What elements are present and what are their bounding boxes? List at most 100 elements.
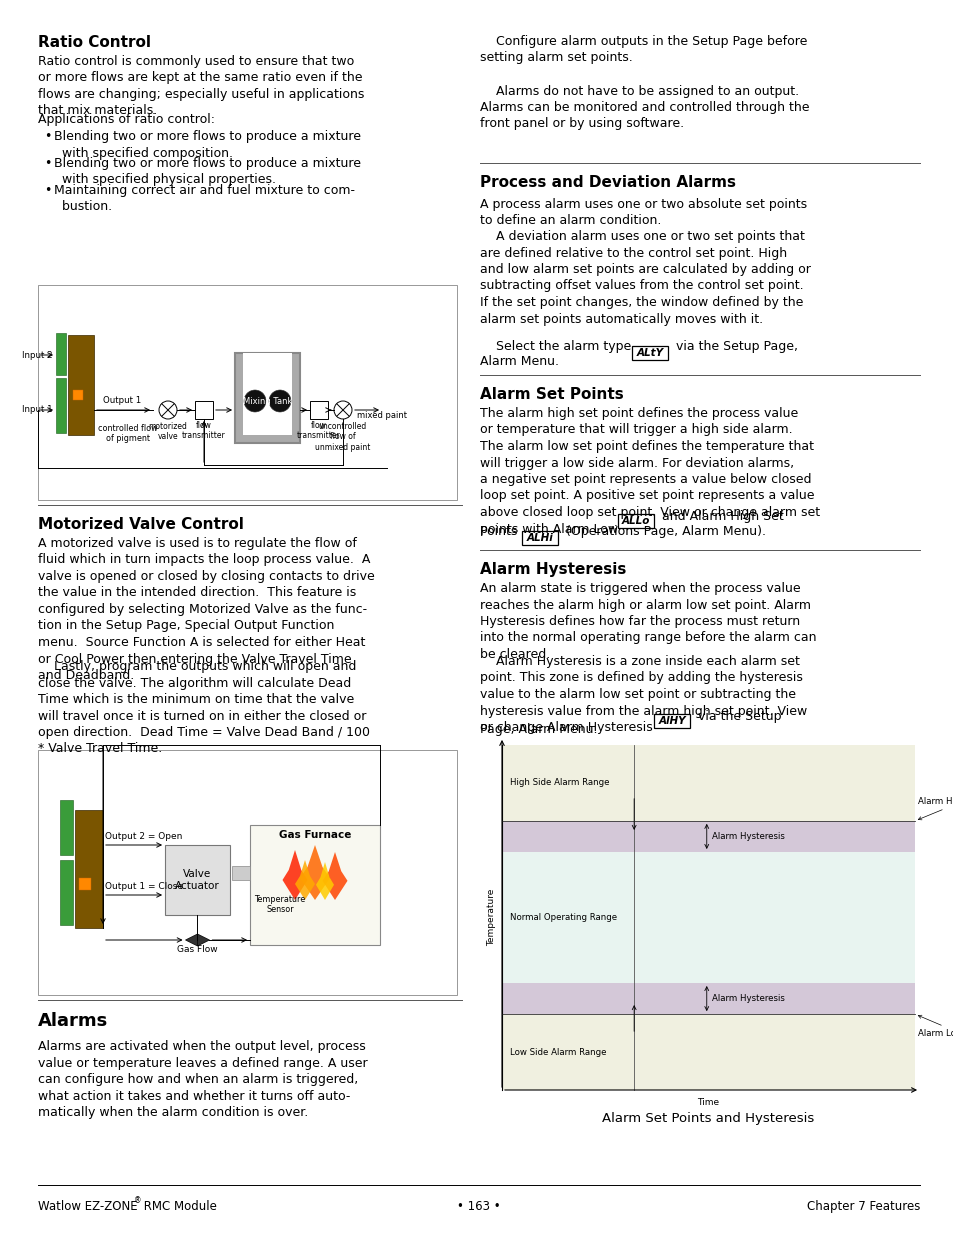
Bar (38, 750, 456, 995)
Text: flow
transmitter: flow transmitter (182, 421, 226, 441)
Text: Maintaining correct air and fuel mixture to com-
  bustion.: Maintaining correct air and fuel mixture… (54, 184, 355, 214)
Text: Lastly, program the outputs which will open and
close the valve. The algorithm w: Lastly, program the outputs which will o… (38, 659, 370, 756)
Text: Output 1 = Close: Output 1 = Close (105, 882, 183, 890)
Bar (521, 531, 558, 545)
Text: Configure alarm outputs in the Setup Page before
setting alarm set points.

    : Configure alarm outputs in the Setup Pag… (479, 35, 809, 131)
Bar (73, 390, 83, 400)
Text: •: • (44, 184, 51, 198)
Text: Gas Furnace: Gas Furnace (278, 830, 351, 840)
Text: via the Setup: via the Setup (693, 710, 781, 722)
Text: ALtY: ALtY (636, 348, 663, 358)
Text: Process and Deviation Alarms: Process and Deviation Alarms (479, 175, 735, 190)
Text: and Alarm High Set: and Alarm High Set (658, 510, 783, 522)
Text: Page, Alarm Menu.: Page, Alarm Menu. (479, 722, 597, 736)
Text: Alarm High Set Point: Alarm High Set Point (917, 797, 953, 820)
Text: ®: ® (133, 1195, 141, 1205)
Text: AlHY: AlHY (658, 716, 685, 726)
Text: Mixing Tank: Mixing Tank (243, 396, 292, 405)
Text: Chapter 7 Features: Chapter 7 Features (806, 1200, 919, 1213)
Text: Alarm Hysteresis: Alarm Hysteresis (711, 832, 783, 841)
Bar (60, 860, 73, 925)
Bar (79, 878, 91, 890)
Polygon shape (185, 934, 197, 946)
Text: Output 1: Output 1 (103, 396, 141, 405)
Polygon shape (282, 850, 307, 900)
Bar (501, 821, 914, 852)
Bar (501, 1014, 914, 1091)
Text: • 163 •: • 163 • (456, 1200, 500, 1213)
Bar (56, 333, 66, 375)
Bar (165, 845, 230, 915)
Text: ALHi: ALHi (526, 534, 553, 543)
Text: Alarm Set Points: Alarm Set Points (479, 387, 623, 403)
Polygon shape (197, 934, 210, 946)
Text: Alarm Low Set Point: Alarm Low Set Point (917, 1015, 953, 1039)
Circle shape (269, 390, 291, 412)
Bar (38, 285, 456, 500)
Text: Motorized Valve Control: Motorized Valve Control (38, 517, 244, 532)
Text: flow
transmitter: flow transmitter (296, 421, 340, 441)
Text: Time: Time (697, 1098, 719, 1107)
Text: Select the alarm type: Select the alarm type (479, 340, 635, 353)
Bar (75, 810, 103, 927)
Bar (194, 401, 213, 419)
Bar (234, 353, 299, 443)
Text: via the Setup Page,: via the Setup Page, (671, 340, 797, 353)
Text: Ratio control is commonly used to ensure that two
or more flows are kept at the : Ratio control is commonly used to ensure… (38, 56, 364, 117)
Text: Alarm Hysteresis is a zone inside each alarm set
point. This zone is defined by : Alarm Hysteresis is a zone inside each a… (479, 655, 806, 734)
Bar (60, 800, 73, 855)
Text: Output 2 = Open: Output 2 = Open (105, 832, 182, 841)
Text: Blending two or more flows to produce a mixture
  with specified composition.: Blending two or more flows to produce a … (54, 130, 360, 159)
Text: Gas Flow: Gas Flow (177, 945, 217, 953)
Text: motorized
valve: motorized valve (149, 422, 187, 441)
Text: Alarms are activated when the output level, process
value or temperature leaves : Alarms are activated when the output lev… (38, 1040, 367, 1119)
Text: Valve
Actuator: Valve Actuator (175, 869, 219, 890)
Bar (501, 745, 914, 821)
Text: Alarm Hysteresis: Alarm Hysteresis (479, 562, 626, 577)
Text: Alarm Hysteresis: Alarm Hysteresis (711, 994, 783, 1003)
Bar (250, 825, 379, 945)
Bar (501, 983, 914, 1014)
Text: A process alarm uses one or two absolute set points
to define an alarm condition: A process alarm uses one or two absolute… (479, 198, 806, 227)
Bar (618, 514, 654, 529)
Text: Normal Operating Range: Normal Operating Range (510, 913, 617, 923)
Bar (310, 401, 328, 419)
Bar (243, 353, 292, 435)
Text: Blending two or more flows to produce a mixture
  with specified physical proper: Blending two or more flows to produce a … (54, 157, 360, 186)
Text: Input 2: Input 2 (22, 351, 53, 359)
Text: Applications of ratio control:: Applications of ratio control: (38, 112, 214, 126)
Text: A deviation alarm uses one or two set points that
are defined relative to the co: A deviation alarm uses one or two set po… (479, 230, 810, 326)
Text: Points: Points (479, 525, 521, 538)
Text: Temperature: Temperature (487, 889, 496, 946)
Text: Alarm Set Points and Hysteresis: Alarm Set Points and Hysteresis (601, 1112, 814, 1125)
Bar (56, 378, 66, 433)
Polygon shape (322, 852, 347, 900)
Text: •: • (44, 157, 51, 170)
Bar (68, 335, 94, 435)
Bar (232, 866, 250, 881)
Text: Input 1: Input 1 (22, 405, 53, 415)
Bar (654, 714, 689, 727)
Text: The alarm high set point defines the process value
or temperature that will trig: The alarm high set point defines the pro… (479, 408, 820, 536)
Bar (631, 346, 667, 359)
Text: Ratio Control: Ratio Control (38, 35, 151, 49)
Text: mixed paint: mixed paint (356, 411, 407, 420)
Text: ALLo: ALLo (621, 516, 650, 526)
Text: RMC Module: RMC Module (140, 1200, 216, 1213)
Text: Watlow EZ-ZONE: Watlow EZ-ZONE (38, 1200, 137, 1213)
Text: High Side Alarm Range: High Side Alarm Range (510, 778, 609, 788)
Text: Alarms: Alarms (38, 1011, 108, 1030)
Text: controlled flow
of pigment: controlled flow of pigment (98, 424, 157, 443)
Polygon shape (299, 845, 330, 900)
Circle shape (244, 390, 266, 412)
Text: Low Side Alarm Range: Low Side Alarm Range (510, 1047, 606, 1057)
Polygon shape (294, 860, 314, 900)
Text: An alarm state is triggered when the process value
reaches the alarm high or ala: An alarm state is triggered when the pro… (479, 582, 816, 661)
Text: (Operations Page, Alarm Menu).: (Operations Page, Alarm Menu). (561, 525, 765, 538)
Polygon shape (315, 862, 334, 900)
Text: uncontrolled
flow of
unmixed paint: uncontrolled flow of unmixed paint (315, 422, 371, 452)
Text: Temperature
Sensor: Temperature Sensor (254, 895, 305, 914)
Text: •: • (44, 130, 51, 143)
Text: Alarm Menu.: Alarm Menu. (479, 354, 558, 368)
Bar (501, 852, 914, 983)
